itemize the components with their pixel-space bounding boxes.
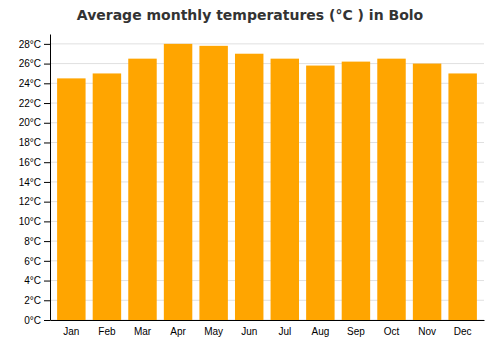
tick-label: 26°C	[19, 58, 41, 69]
tick-mark	[44, 241, 50, 242]
tick: 26°C	[19, 58, 50, 69]
tick-mark	[44, 261, 50, 262]
tick-label: 28°C	[19, 39, 41, 50]
tick-label: Dec	[454, 326, 472, 337]
tick-mark	[44, 142, 50, 143]
tick: Mar	[134, 320, 152, 337]
tick-label: 24°C	[19, 78, 41, 89]
bar	[413, 64, 441, 320]
tick: 14°C	[19, 177, 50, 188]
tick-label: Aug	[311, 326, 329, 337]
tick: 10°C	[19, 216, 50, 227]
tick: 22°C	[19, 98, 50, 109]
axis-line	[51, 320, 485, 321]
tick-mark	[44, 300, 50, 301]
tick-label: 4°C	[24, 275, 41, 286]
bar	[377, 59, 405, 320]
bar	[271, 59, 299, 320]
tick-mark	[44, 44, 50, 45]
bar	[342, 62, 370, 320]
title: Average monthly temperatures (°C ) in Bo…	[77, 7, 424, 23]
tick-mark	[44, 320, 50, 321]
tick-mark	[44, 162, 50, 163]
tick: Dec	[454, 320, 472, 337]
grid-line	[50, 43, 484, 44]
tick: 4°C	[24, 275, 50, 286]
tick: 18°C	[19, 137, 50, 148]
tick: Nov	[418, 320, 436, 337]
bar	[235, 54, 263, 320]
tick-mark	[44, 221, 50, 222]
tick: Apr	[170, 320, 186, 337]
tick-label: May	[204, 326, 223, 337]
tick: Oct	[384, 320, 400, 337]
plot: 0°C 2°C 4°C 6°C 8°C 10°C 12°C 14°C 16°C 18°C 20°C 2…	[19, 35, 485, 338]
tick-label: 16°C	[19, 157, 41, 168]
tick: 0°C	[24, 315, 50, 326]
bar	[93, 73, 121, 320]
tick-label: 8°C	[24, 236, 41, 247]
x-axis: Jan Feb Mar Apr May Jun Jul Aug Sep Oct Nov Dec	[51, 320, 485, 337]
tick: Sep	[347, 320, 365, 337]
tick-label: Jan	[63, 326, 79, 337]
tick-mark	[44, 202, 50, 203]
tick-label: 18°C	[19, 137, 41, 148]
tick-mark	[44, 123, 50, 124]
tick: 8°C	[24, 236, 50, 247]
axis-line	[50, 35, 51, 321]
bars	[57, 44, 477, 320]
tick: 16°C	[19, 157, 50, 168]
tick: Jun	[241, 320, 257, 337]
bar	[199, 46, 227, 320]
tick: Feb	[98, 320, 116, 337]
tick: 6°C	[24, 256, 50, 267]
bar	[128, 59, 156, 320]
tick-label: Jul	[278, 326, 291, 337]
tick-mark	[44, 281, 50, 282]
tick-label: Oct	[384, 326, 400, 337]
tick-label: Nov	[418, 326, 436, 337]
tick-label: 12°C	[19, 196, 41, 207]
tick: 28°C	[19, 39, 50, 50]
bar	[306, 66, 334, 320]
tick: May	[204, 320, 223, 337]
tick-mark	[44, 83, 50, 84]
tick-label: Feb	[98, 326, 116, 337]
tick-mark	[44, 182, 50, 183]
tick-label: Jun	[241, 326, 257, 337]
tick-label: Mar	[134, 326, 152, 337]
grid	[50, 44, 484, 320]
tick-label: Sep	[347, 326, 365, 337]
tick-label: 20°C	[19, 117, 41, 128]
tick-label: 0°C	[24, 315, 41, 326]
tick-label: 14°C	[19, 177, 41, 188]
tick: 12°C	[19, 196, 50, 207]
tick: Aug	[311, 320, 329, 337]
tick: Jan	[63, 320, 79, 337]
tick: 2°C	[24, 295, 50, 306]
chart: 0°C 2°C 4°C 6°C 8°C 10°C 12°C 14°C 16°C 18°C 20°C 2…	[0, 0, 500, 350]
tick-label: Apr	[170, 326, 186, 337]
tick-label: 10°C	[19, 216, 41, 227]
tick: 24°C	[19, 78, 50, 89]
tick-mark	[44, 103, 50, 104]
tick: 20°C	[19, 117, 50, 128]
tick-label: 22°C	[19, 98, 41, 109]
tick: Jul	[278, 320, 291, 337]
tick-label: 2°C	[24, 295, 41, 306]
bar	[448, 73, 476, 320]
bar	[57, 78, 85, 320]
bar	[164, 44, 192, 320]
tick-label: 6°C	[24, 256, 41, 267]
y-axis: 0°C 2°C 4°C 6°C 8°C 10°C 12°C 14°C 16°C 18°C 20°C 2…	[19, 35, 51, 326]
tick-mark	[44, 64, 50, 65]
